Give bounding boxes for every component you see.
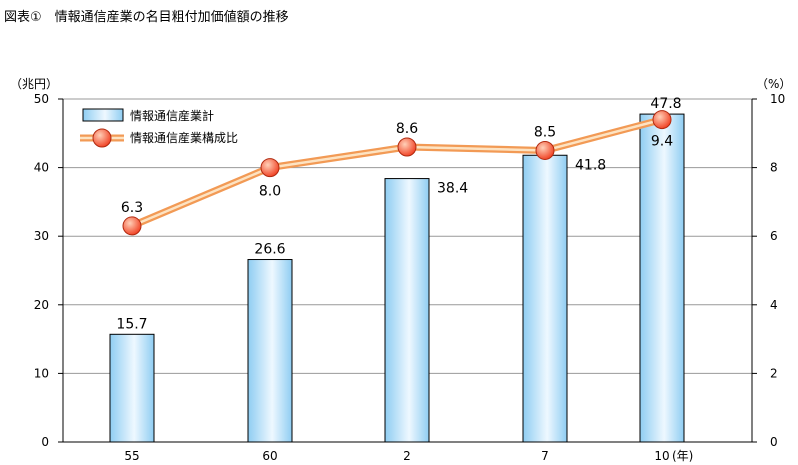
left-tick-label: 20 — [34, 298, 49, 312]
legend-label-line: 情報通信産業構成比 — [130, 130, 238, 145]
left-tick-label: 40 — [34, 161, 49, 175]
right-tick-label: 10 — [770, 92, 785, 106]
legend-swatch-marker — [92, 128, 112, 148]
bar-value-label: 47.8 — [650, 96, 681, 112]
left-tick-label: 30 — [34, 229, 49, 243]
right-tick-label: 8 — [770, 161, 778, 175]
bar — [247, 259, 293, 443]
left-tick-label: 10 — [34, 366, 49, 380]
line-marker — [652, 110, 672, 130]
left-axis-unit: （兆円） — [10, 77, 58, 91]
bar-value-label: 15.7 — [116, 316, 147, 332]
line-series — [122, 110, 672, 236]
bar-value-label: 38.4 — [437, 181, 468, 197]
x-tick-label: 10 — [654, 449, 669, 463]
legend-swatch-bar — [82, 108, 124, 122]
bar — [384, 178, 430, 443]
bar-value-label: 26.6 — [254, 242, 285, 258]
line-value-label: 8.6 — [396, 121, 418, 137]
bar — [522, 154, 568, 443]
data-labels: 15.7 26.6 38.4 41.8 47.8 6.3 8.0 8.6 8.5 9.4 — [116, 96, 681, 332]
right-tick-label: 6 — [770, 229, 778, 243]
right-axis-unit: （%） — [756, 77, 791, 91]
bar-series — [109, 113, 685, 443]
bar — [109, 333, 155, 443]
line-value-label: 9.4 — [651, 134, 673, 150]
legend-label-bar: 情報通信産業計 — [130, 108, 214, 123]
line-value-label: 6.3 — [121, 200, 143, 216]
x-tick-label: 7 — [541, 449, 549, 463]
left-tick-label: 0 — [41, 435, 49, 449]
x-tick-label: 2 — [403, 449, 411, 463]
x-tick-label: 60 — [262, 449, 277, 463]
x-tick-label: 55 — [124, 449, 139, 463]
line-marker — [122, 216, 142, 236]
bar-value-label: 41.8 — [575, 157, 606, 173]
bar — [639, 113, 685, 443]
left-tick-label: 50 — [34, 92, 49, 106]
right-tick-label: 0 — [770, 435, 778, 449]
right-tick-label: 4 — [770, 298, 778, 312]
line-marker — [397, 137, 417, 157]
x-axis-unit: (年) — [672, 449, 693, 463]
line-value-label: 8.5 — [534, 124, 556, 140]
right-tick-label: 2 — [770, 366, 778, 380]
line-value-label: 8.0 — [259, 184, 281, 200]
line-marker — [260, 158, 280, 178]
line-marker — [535, 140, 555, 160]
figure-title: 図表① 情報通信産業の名目粗付加価値額の推移 — [4, 10, 289, 25]
